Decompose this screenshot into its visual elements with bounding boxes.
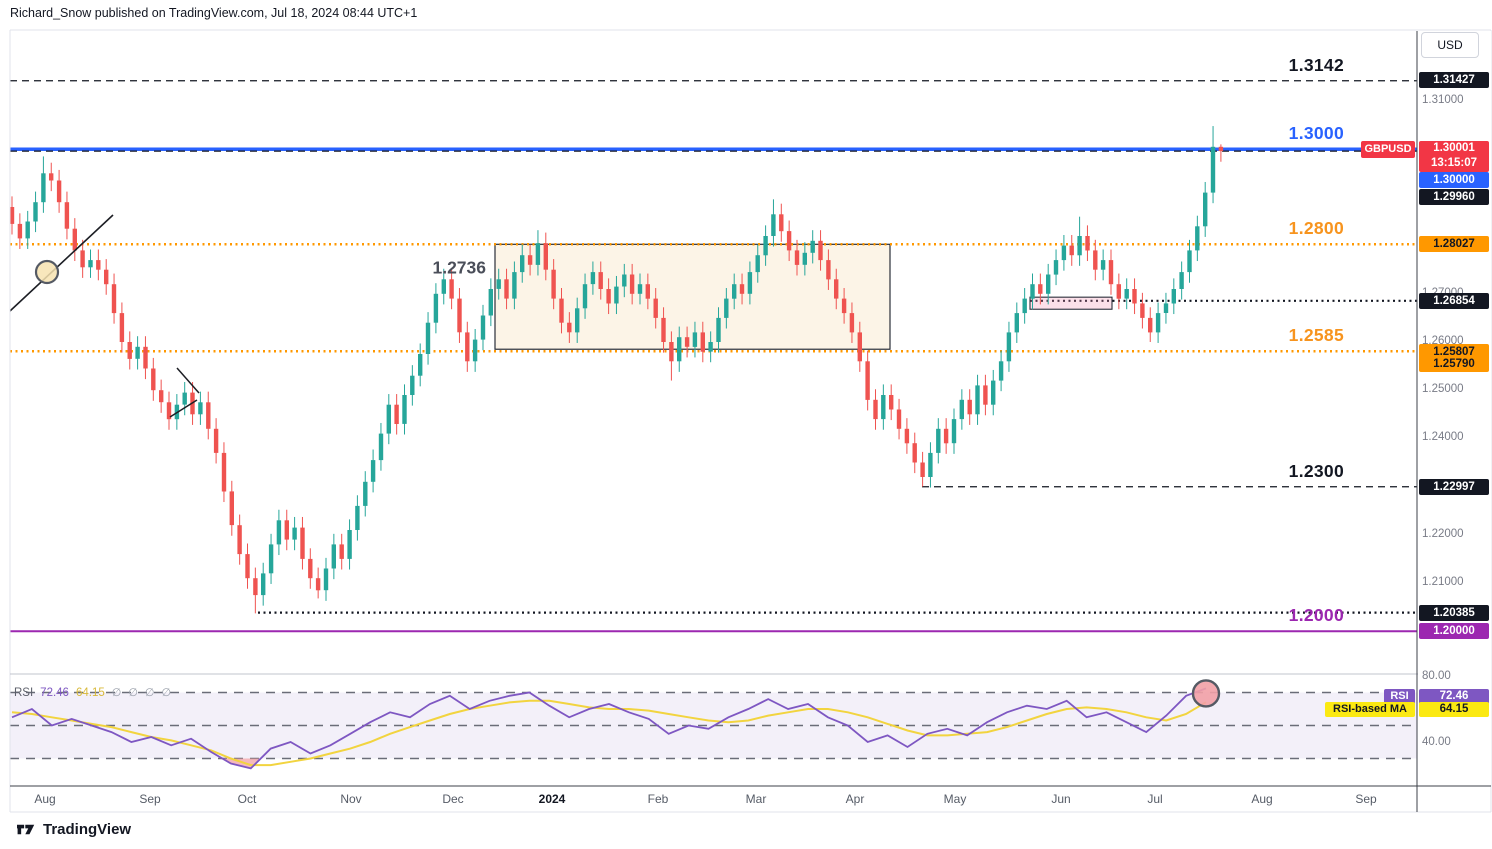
rsi-legend: RSI 72.46 64.15 ∅∅∅∅ bbox=[14, 686, 179, 700]
rsi-ma-line bbox=[11, 699, 1207, 767]
wedge-annotation bbox=[169, 399, 198, 418]
rsi-legend-title: RSI bbox=[14, 686, 34, 699]
rsi-legend-toggle-icons[interactable]: ∅∅∅∅ bbox=[111, 687, 179, 699]
rsi-legend-value: 72.46 bbox=[40, 686, 69, 699]
currency-button[interactable]: USD bbox=[1421, 32, 1479, 58]
candlestick-series bbox=[10, 126, 1224, 614]
range-box bbox=[494, 243, 891, 350]
price-axis-pane[interactable] bbox=[1418, 31, 1491, 785]
byline: Richard_Snow published on TradingView.co… bbox=[10, 6, 418, 20]
rsi-circle-marker bbox=[1191, 679, 1221, 708]
rsi-panel bbox=[10, 679, 1417, 770]
wedge-annotation bbox=[176, 367, 200, 394]
rsi-line bbox=[11, 687, 1207, 770]
chart-frame bbox=[9, 29, 1492, 813]
footer-brand-label: TradingView bbox=[43, 821, 132, 838]
trendline-circle-marker bbox=[34, 259, 60, 285]
key-level-lines bbox=[10, 80, 1417, 633]
tradingview-link[interactable]: TradingView bbox=[17, 820, 131, 839]
rsi-legend-ma-value: 64.15 bbox=[75, 686, 105, 699]
june-consolidation-box bbox=[1029, 296, 1113, 310]
trendline-annotation bbox=[10, 214, 114, 312]
tradingview-logo-icon bbox=[17, 824, 35, 835]
